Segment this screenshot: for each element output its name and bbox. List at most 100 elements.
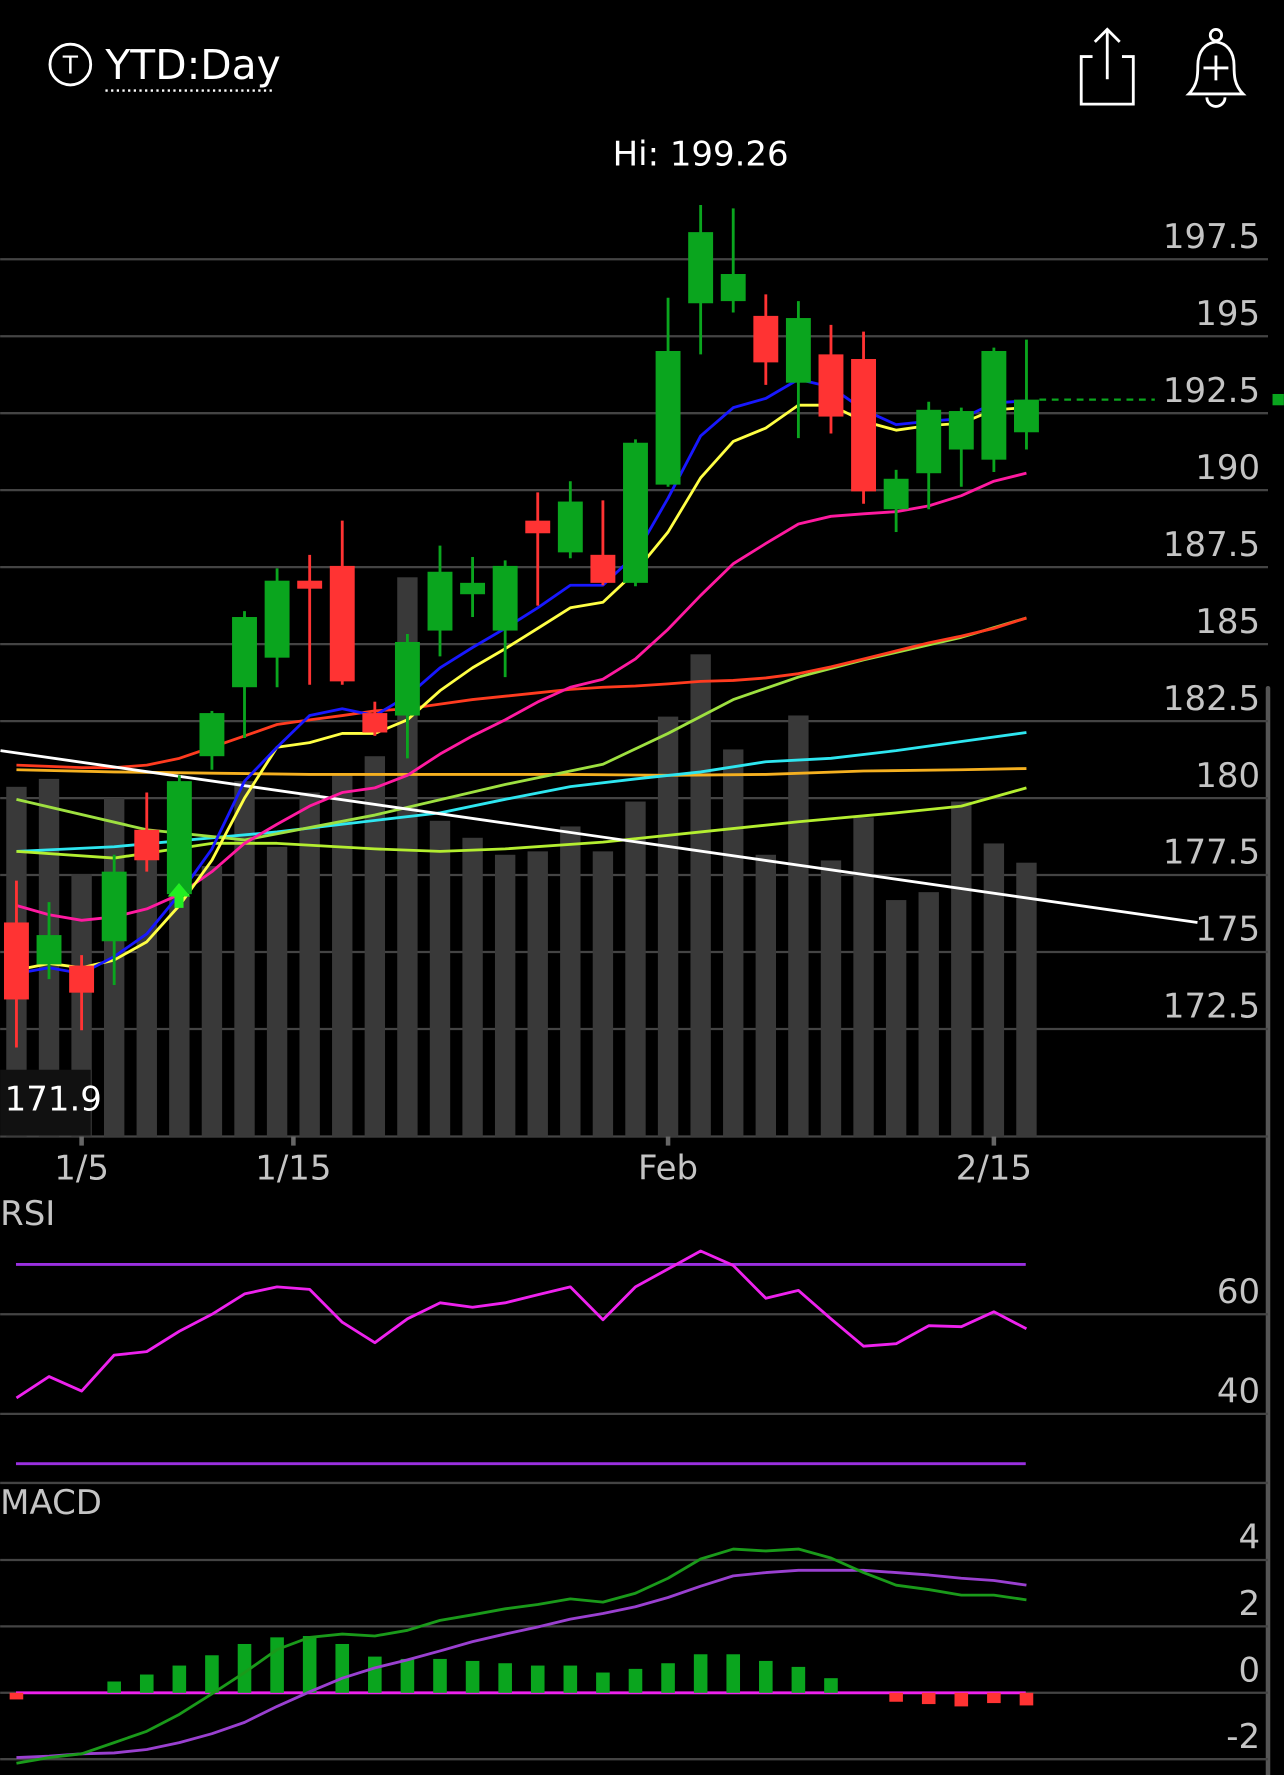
y-tick-label: -2 [1226,1717,1260,1757]
y-tick-label: 60 [1217,1272,1260,1312]
histogram-bar [107,1681,121,1693]
panel-title: MACD [0,1483,102,1523]
candle-body [1014,399,1039,433]
volume-bar [690,654,711,1137]
histogram-bar [205,1655,219,1693]
last-price-marker [1272,393,1284,406]
histogram-bar [335,1643,350,1693]
y-tick-label: 177.5 [1163,833,1260,873]
histogram-bar [9,1692,24,1700]
candle-body [329,565,355,682]
volume-bar [494,854,516,1137]
moving-average-line [16,731,1027,853]
candle-body [851,358,877,492]
volume-bar [429,820,451,1137]
histogram-bar [791,1666,806,1693]
candle-body [3,922,29,1000]
y-tick-label: 197.5 [1163,217,1260,257]
histogram-bar [726,1654,741,1693]
volume-bar [266,846,288,1137]
candle-body [427,571,453,631]
share-button[interactable] [1079,27,1135,106]
moving-average-line [0,749,1198,924]
y-tick-label: 185 [1195,602,1260,642]
histogram-bar [628,1668,643,1693]
candle-body [785,318,811,383]
candle-body [460,582,486,595]
candle-body [948,411,974,450]
period-icon-letter: T [62,51,79,80]
candle-body [362,713,388,733]
moving-average-line [16,767,1027,777]
period-title[interactable]: YTD:Day [104,41,280,89]
volume-bar [1016,862,1037,1137]
y-tick-label: 190 [1195,448,1260,488]
volume-bar [885,900,907,1137]
candle-body [981,350,1007,460]
histogram-bar [237,1643,252,1693]
x-tick-label: 2/15 [956,1149,1032,1189]
histogram-bar [433,1658,447,1693]
histogram-bar [270,1637,284,1693]
candle-body [166,781,192,895]
alert-button[interactable] [1185,28,1247,108]
volume-bar [657,716,679,1137]
x-tick-label: 1/5 [54,1149,109,1189]
high-label: Hi: 199.26 [613,134,789,174]
volume-bar [462,837,483,1137]
histogram-bar [824,1678,838,1693]
candle-body [623,442,648,583]
candle-body [297,580,323,589]
volume-bar [592,851,614,1137]
histogram-bar [693,1654,708,1693]
histogram-bar [596,1672,610,1693]
volume-bar [788,715,809,1137]
macd-line [16,1547,1027,1765]
candle-body [753,315,779,363]
volume-bar [625,801,646,1137]
candle-body [557,501,583,553]
volume-bar [983,843,1005,1137]
x-tick-label: 1/15 [255,1149,331,1189]
volume-bar [169,883,190,1137]
x-tick-label: Feb [638,1149,698,1189]
candle-body [525,520,551,534]
moving-average-line [16,616,1027,770]
volume-bar [820,860,842,1137]
histogram-bar [172,1665,187,1693]
y-tick-label: 192.5 [1163,371,1260,411]
volume-bar [332,775,353,1137]
y-tick-label: 175 [1195,910,1260,950]
candle-body [492,565,518,631]
y-tick-label: 180 [1195,756,1260,796]
candle-body [134,829,160,861]
histogram-bar [921,1692,936,1705]
candle-body [590,554,616,583]
volume-bar [918,892,939,1137]
y-tick-label: 0 [1238,1650,1260,1690]
candle-body [101,871,127,942]
histogram-bar [987,1692,1001,1704]
y-tick-label: 2 [1238,1584,1260,1624]
histogram-bar [498,1663,512,1693]
volume-bar [560,826,581,1137]
volume-bar [299,792,320,1137]
y-tick-label: 195 [1195,294,1260,334]
volume-bar [527,851,548,1137]
volume-bar [201,866,223,1137]
volume-bar [755,854,776,1137]
y-tick-label: 4 [1238,1518,1260,1558]
histogram-bar [889,1692,903,1702]
candle-body [688,232,714,304]
volume-bar [853,817,874,1137]
histogram-bar [400,1658,415,1693]
histogram-bar [139,1674,154,1693]
low-label: 171.9 [5,1080,102,1120]
histogram-bar [661,1663,675,1693]
candle-body [883,478,909,510]
buy-signal-arrow [167,882,191,908]
period-icon[interactable] [48,42,93,87]
rsi-line [15,1249,1028,1400]
